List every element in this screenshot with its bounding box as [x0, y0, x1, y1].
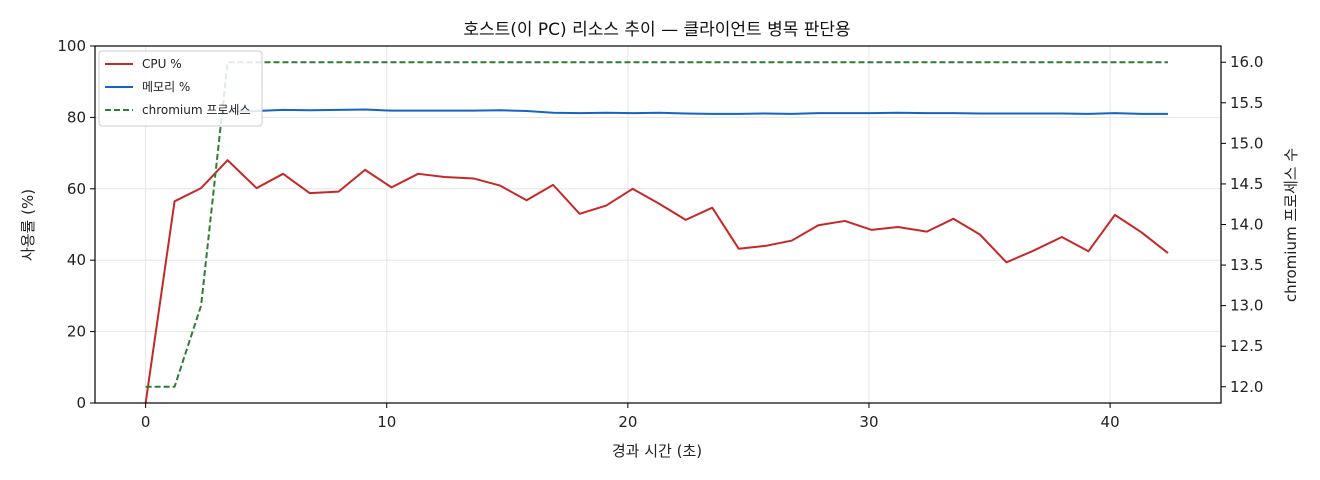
legend-label-cpu: CPU % [142, 57, 182, 71]
legend-label-chromium: chromium 프로세스 [142, 103, 251, 117]
cpu-line [144, 159, 1169, 404]
y-tick-label: 100 [57, 37, 86, 55]
y2-tick-label: 15.5 [1230, 94, 1263, 112]
x-tick-label: 20 [618, 413, 637, 431]
y-axis-left: 0 20 40 60 80 100 [57, 37, 95, 412]
y-tick-label: 20 [67, 323, 86, 341]
y-axis-title: 사용률 (%) [19, 189, 37, 261]
y-axis-right: 12.0 12.5 13.0 13.5 14.0 14.5 15.0 15.5 16.0 [1221, 53, 1263, 396]
plot-frame [94, 45, 1222, 404]
y2-tick-label: 13.5 [1230, 256, 1263, 274]
x-tick-label: 0 [141, 413, 151, 431]
y-tick-label: 60 [67, 180, 86, 198]
x-axis-title: 경과 시간 (초) [612, 442, 702, 460]
chart-title: 호스트(이 PC) 리소스 추이 — 클라이언트 병목 판단용 [463, 20, 850, 40]
plot-area [144, 61, 1169, 404]
y2-tick-label: 12.0 [1230, 378, 1263, 396]
x-tick-label: 10 [377, 413, 396, 431]
y-tick-label: 40 [67, 251, 86, 269]
y2-tick-label: 13.0 [1230, 297, 1263, 315]
memory-line [227, 108, 1168, 115]
grid-lines [95, 45, 1221, 404]
y2-tick-label: 12.5 [1230, 337, 1263, 355]
x-tick-label: 30 [859, 413, 878, 431]
legend: CPU % 메모리 % chromium 프로세스 [98, 50, 263, 127]
y2-tick-label: 14.0 [1230, 216, 1263, 234]
legend-box [98, 50, 263, 127]
x-axis: 0 10 20 30 40 [141, 403, 1120, 431]
y-tick-label: 0 [76, 394, 86, 412]
y2-tick-label: 15.0 [1230, 134, 1263, 152]
legend-label-memory: 메모리 % [142, 80, 190, 94]
chromium-process-line [145, 61, 1168, 388]
y-tick-label: 80 [67, 108, 86, 126]
y2-tick-label: 16.0 [1230, 53, 1263, 71]
y2-axis-title: chromium 프로세스 수 [1282, 148, 1300, 302]
y2-tick-label: 14.5 [1230, 175, 1263, 193]
x-tick-label: 40 [1101, 413, 1120, 431]
